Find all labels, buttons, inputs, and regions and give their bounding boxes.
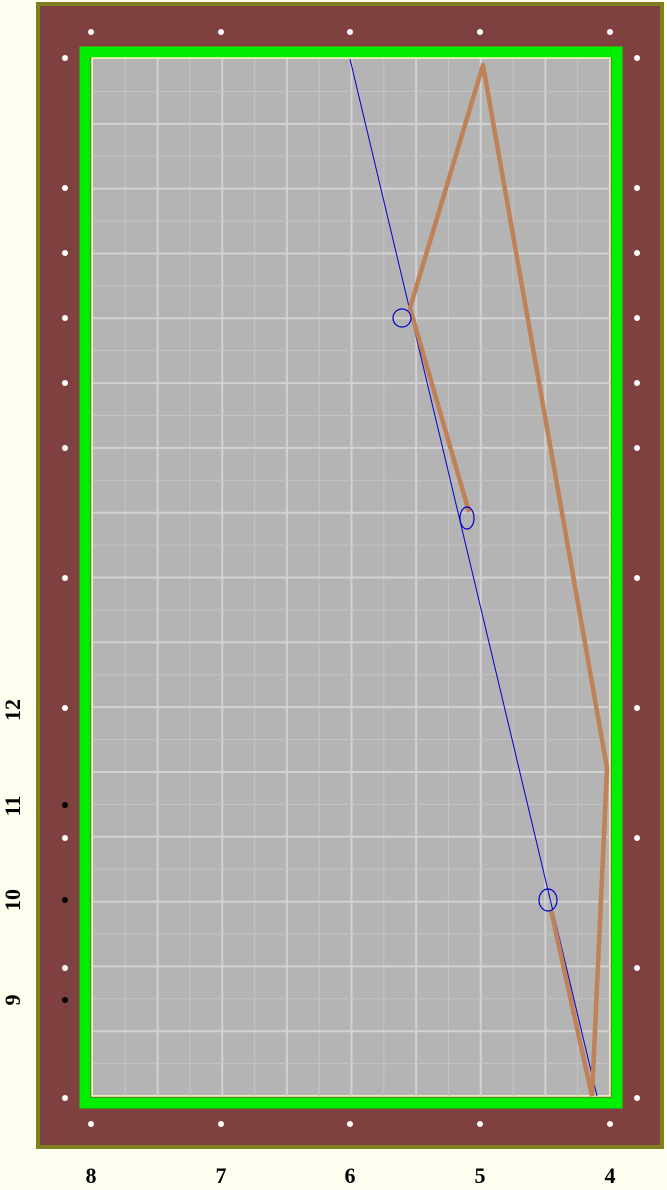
diamond xyxy=(88,1121,94,1127)
diamond xyxy=(62,250,68,256)
diamond xyxy=(477,1121,483,1127)
bottom-label: 7 xyxy=(216,1163,227,1188)
diamonds xyxy=(62,29,640,1127)
diamond xyxy=(347,29,353,35)
diamond xyxy=(347,1121,353,1127)
side-label: 10 xyxy=(0,889,25,911)
diamond xyxy=(634,575,640,581)
diamond xyxy=(634,1095,640,1101)
diamond xyxy=(62,1095,68,1101)
cloth-grid xyxy=(93,59,610,1096)
diamond xyxy=(218,1121,224,1127)
diamond xyxy=(634,55,640,61)
diamond xyxy=(634,315,640,321)
side-label: 9 xyxy=(0,995,25,1006)
bottom-label: 5 xyxy=(475,1163,486,1188)
diamond xyxy=(62,965,68,971)
diamond xyxy=(62,380,68,386)
ball xyxy=(538,888,558,912)
diamond xyxy=(634,445,640,451)
object-ball-path xyxy=(407,307,472,513)
marker-dot xyxy=(62,897,68,903)
diamond xyxy=(634,185,640,191)
diamond xyxy=(218,29,224,35)
diamond xyxy=(62,315,68,321)
ball xyxy=(392,308,412,328)
marker-dot xyxy=(62,997,68,1003)
side-label: 11 xyxy=(0,796,25,817)
diamond xyxy=(607,1121,613,1127)
diamond xyxy=(62,445,68,451)
bottom-label: 6 xyxy=(345,1163,356,1188)
cue-ball-path xyxy=(407,62,610,1097)
diamond xyxy=(62,575,68,581)
diamond xyxy=(477,29,483,35)
diamond xyxy=(62,55,68,61)
diamond xyxy=(88,29,94,35)
diamond xyxy=(62,835,68,841)
bottom-label: 8 xyxy=(86,1163,97,1188)
ball-path xyxy=(548,909,595,1097)
diamond xyxy=(634,250,640,256)
side-label: 12 xyxy=(0,699,25,721)
diamond xyxy=(62,705,68,711)
bottom-label: 4 xyxy=(605,1163,616,1188)
diamond xyxy=(607,29,613,35)
diamond xyxy=(634,380,640,386)
diamond xyxy=(634,705,640,711)
cushion xyxy=(79,46,623,1109)
ball xyxy=(459,506,475,530)
diamond xyxy=(634,835,640,841)
marker-dot xyxy=(62,802,68,808)
diamond xyxy=(634,965,640,971)
diamond xyxy=(62,185,68,191)
